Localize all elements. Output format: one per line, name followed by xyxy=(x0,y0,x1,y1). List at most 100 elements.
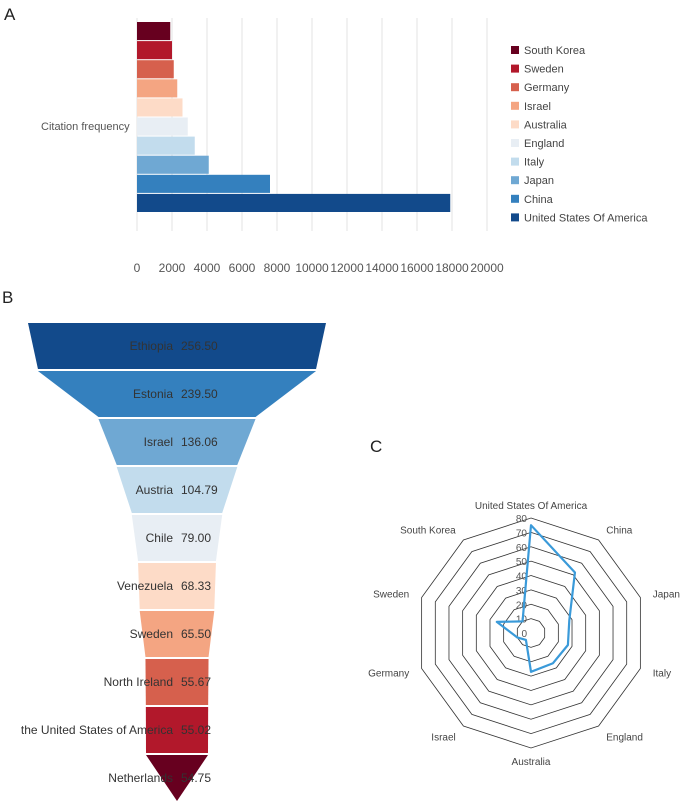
bar xyxy=(137,174,270,193)
funnel-value: 239.50 xyxy=(181,387,218,401)
radar-axis-label: Australia xyxy=(512,757,551,768)
radar-ring xyxy=(503,603,559,663)
radar-ring xyxy=(462,560,600,706)
radar-tick-label: 30 xyxy=(516,586,528,597)
funnel-value: 136.06 xyxy=(181,435,218,449)
funnel-segment xyxy=(131,515,223,561)
legend-swatch xyxy=(511,176,519,185)
funnel-value: 68.33 xyxy=(181,579,211,593)
funnel-value: 55.67 xyxy=(181,675,211,689)
funnel-value: 54.75 xyxy=(181,771,211,785)
funnel-name: Sweden xyxy=(130,627,173,641)
panel-label-a: A xyxy=(4,5,16,24)
funnel-segment xyxy=(116,467,238,513)
bar xyxy=(137,41,172,60)
radar-tick-label: 50 xyxy=(516,557,528,568)
radar-axis-label: United States Of America xyxy=(475,501,588,512)
bar-chart-a: A Citation frequency 0 2000 4000 6000 8000 10… xyxy=(4,5,648,275)
radar-axis-label: Israel xyxy=(431,733,455,744)
funnel-name: Venezuela xyxy=(117,579,173,593)
legend-label: South Korea xyxy=(524,45,586,57)
legend-swatch xyxy=(511,157,519,166)
y-axis-label: Citation frequency xyxy=(41,121,130,133)
x-tick-label: 2000 xyxy=(159,261,186,275)
radar-series-line xyxy=(495,524,577,673)
legend-label: Italy xyxy=(524,157,545,169)
funnel-segment xyxy=(146,755,208,801)
bar xyxy=(137,193,451,212)
funnel-name: Israel xyxy=(144,435,173,449)
funnel-segment xyxy=(139,611,215,657)
funnel-segment xyxy=(28,323,326,369)
funnel-value: 256.50 xyxy=(181,339,218,353)
radar-axis-label: Germany xyxy=(368,669,409,680)
x-tick-label: 6000 xyxy=(229,261,256,275)
legend-swatch xyxy=(511,213,519,222)
bar xyxy=(137,60,174,79)
bar xyxy=(137,155,209,174)
funnel-segment xyxy=(138,563,216,609)
legend-swatch xyxy=(511,46,519,54)
radar-axis-label: South Korea xyxy=(400,525,456,536)
radar-axis-label: Italy xyxy=(653,669,671,680)
funnel-segment xyxy=(37,371,317,417)
legend-label: Germany xyxy=(524,82,570,94)
funnel-name: the United States of America xyxy=(21,723,173,737)
legend-label: Sweden xyxy=(524,64,564,76)
radar-tick-label: 80 xyxy=(516,514,528,525)
funnel-value: 65.50 xyxy=(181,627,211,641)
funnel-name: Netherlands xyxy=(108,771,173,785)
x-tick-label: 4000 xyxy=(194,261,221,275)
legend-label: Israel xyxy=(524,101,551,113)
panel-label-c: C xyxy=(370,437,382,456)
bar xyxy=(137,22,171,41)
radar-ring xyxy=(489,589,573,677)
x-tick-label: 0 xyxy=(134,261,141,275)
funnel-value: 79.00 xyxy=(181,531,211,545)
legend-label: Japan xyxy=(524,175,554,187)
x-tick-label: 20000 xyxy=(470,261,504,275)
legend-swatch xyxy=(511,101,519,110)
funnel-value: 104.79 xyxy=(181,483,218,497)
panel-label-b: B xyxy=(2,288,13,307)
radar-axis-label: England xyxy=(606,733,643,744)
funnel-name: Estonia xyxy=(133,387,173,401)
radar-ring xyxy=(516,618,546,648)
funnel-name: North Ireland xyxy=(104,675,173,689)
radar-tick-label: 40 xyxy=(516,572,528,583)
radar-ring xyxy=(434,531,628,735)
radar-tick-label: 10 xyxy=(516,615,528,626)
radar-ring xyxy=(421,517,641,749)
funnel-segment xyxy=(98,419,256,465)
legend-swatch xyxy=(511,139,519,147)
x-tick-label: 12000 xyxy=(330,261,364,275)
funnel-name: Austria xyxy=(136,483,174,497)
funnel-segment xyxy=(145,707,209,753)
legend-swatch xyxy=(511,120,519,129)
x-tick-label: 10000 xyxy=(295,261,329,275)
x-tick-label: 14000 xyxy=(365,261,399,275)
funnel-name: Chile xyxy=(146,531,174,545)
legend-label: Australia xyxy=(524,119,568,131)
radar-tick-label: 0 xyxy=(521,629,527,640)
bar xyxy=(137,136,195,155)
radar-tick-label: 20 xyxy=(516,600,528,611)
radar-axis-label: China xyxy=(606,525,633,536)
bar xyxy=(137,98,183,117)
radar-ring xyxy=(448,546,614,720)
radar-tick-label: 60 xyxy=(516,543,528,554)
funnel-segment xyxy=(145,659,209,705)
radar-axis-label: Japan xyxy=(653,589,680,600)
bar xyxy=(137,117,188,136)
legend-label: United States Of America xyxy=(524,212,648,224)
funnel-value: 55.02 xyxy=(181,723,211,737)
radar-tick-label: 70 xyxy=(516,528,528,539)
x-tick-label: 8000 xyxy=(264,261,291,275)
legend-label: England xyxy=(524,138,564,150)
funnel-name: Ethiopia xyxy=(130,339,174,353)
x-tick-label: 18000 xyxy=(435,261,469,275)
bar xyxy=(137,79,178,98)
legend-swatch xyxy=(511,194,519,203)
radar-ring xyxy=(475,575,587,691)
legend-label: China xyxy=(524,194,554,206)
